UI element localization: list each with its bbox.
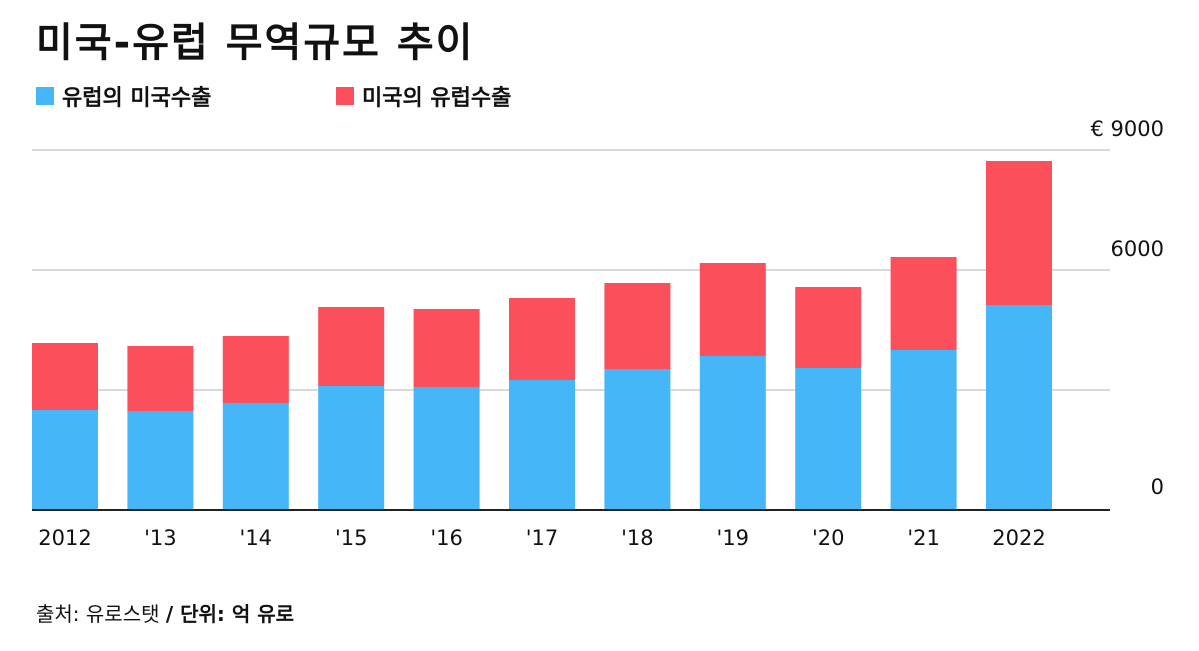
- source-note: 출처: 유로스탯 / 단위: 억 유로: [36, 598, 294, 627]
- y-tick-label: 6000: [1111, 237, 1164, 261]
- x-tick-label: '19: [717, 526, 750, 550]
- bar-segment-us-exports: [32, 343, 98, 410]
- legend-swatch-blue: [36, 87, 54, 105]
- unit-text: / 단위: 억 유로: [165, 602, 295, 626]
- bar-segment-us-exports: [222, 336, 289, 403]
- bar-segment-eu-exports: [413, 387, 480, 510]
- y-tick-label: € 9000: [1091, 117, 1164, 141]
- x-tick-label: '21: [907, 526, 940, 550]
- source-text: 출처: 유로스탯: [36, 602, 166, 626]
- bar-segment-us-exports: [890, 257, 957, 350]
- legend-swatch-red: [336, 87, 354, 105]
- legend-label: 미국의 유럽수출: [362, 86, 512, 111]
- legend-item-eu-exports: 유럽의 미국수출: [36, 80, 211, 112]
- bar-segment-eu-exports: [318, 386, 385, 510]
- bar-segment-us-exports: [127, 346, 194, 411]
- legend: 유럽의 미국수출 미국의 유럽수출: [36, 80, 736, 112]
- bar-segment-us-exports: [509, 298, 575, 380]
- bar-segment-us-exports: [318, 307, 385, 386]
- x-tick-label: '16: [430, 526, 463, 550]
- bar-segment-eu-exports: [986, 305, 1052, 510]
- x-tick-label: 2022: [992, 526, 1045, 550]
- chart-title: 미국-유럽 무역규모 추이: [36, 20, 475, 66]
- bar-segment-eu-exports: [222, 403, 289, 510]
- legend-item-us-exports: 미국의 유럽수출: [336, 80, 511, 112]
- bar-segment-eu-exports: [890, 350, 957, 510]
- legend-label: 유럽의 미국수출: [62, 86, 212, 111]
- bar-segment-eu-exports: [32, 410, 98, 510]
- bar-segment-eu-exports: [795, 368, 862, 510]
- x-tick-label: '15: [335, 526, 368, 550]
- x-tick-label: '13: [144, 526, 177, 550]
- x-tick-label: '18: [621, 526, 654, 550]
- x-tick-label: '20: [812, 526, 845, 550]
- y-axis-ticks: 0 6000 € 9000: [1091, 117, 1164, 499]
- bar-segment-us-exports: [604, 283, 671, 369]
- bar-segment-us-exports: [986, 161, 1052, 305]
- x-axis-ticks: 2012 '13 '14 '15 '16 '17 '18 '19 '20 '21 2022: [38, 526, 1045, 550]
- bar-segment-eu-exports: [127, 411, 194, 510]
- bar-segment-eu-exports: [509, 380, 575, 510]
- x-tick-label: 2012: [38, 526, 91, 550]
- bar-segment-eu-exports: [699, 356, 766, 510]
- y-tick-label: 0: [1151, 475, 1164, 499]
- bar-segment-us-exports: [699, 263, 766, 356]
- x-tick-label: '17: [526, 526, 559, 550]
- bar-segment-us-exports: [795, 287, 862, 368]
- bar-segment-us-exports: [413, 309, 480, 387]
- bar-segment-eu-exports: [604, 369, 671, 510]
- x-tick-label: '14: [240, 526, 273, 550]
- bars: [32, 161, 1052, 510]
